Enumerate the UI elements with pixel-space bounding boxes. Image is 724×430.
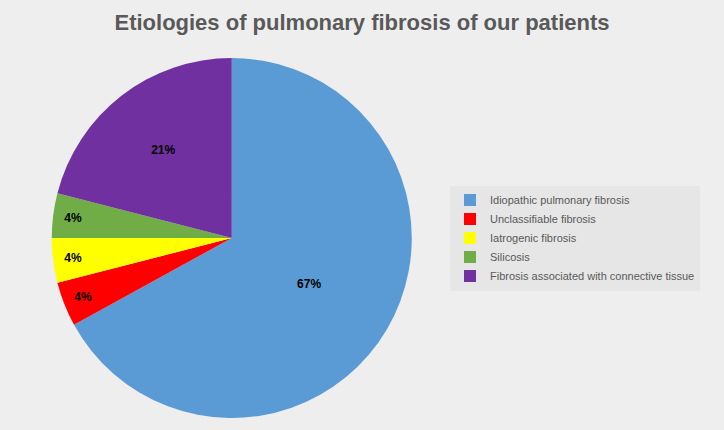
svg-text:67%: 67% (297, 277, 321, 291)
svg-text:4%: 4% (64, 211, 82, 225)
svg-text:Etiologies of pulmonary fibros: Etiologies of pulmonary fibrosis of our … (114, 10, 609, 35)
svg-text:4%: 4% (64, 251, 82, 265)
svg-text:Iatrogenic fibrosis: Iatrogenic fibrosis (490, 232, 577, 244)
svg-text:Idiopathic pulmonary fibrosis: Idiopathic pulmonary fibrosis (490, 194, 630, 206)
svg-text:4%: 4% (74, 290, 92, 304)
svg-text:Fibrosis associated with conne: Fibrosis associated with connective tiss… (490, 270, 694, 282)
svg-text:Silicosis: Silicosis (490, 251, 530, 263)
svg-text:21%: 21% (151, 143, 175, 157)
svg-text:Unclassifiable fibrosis: Unclassifiable fibrosis (490, 213, 596, 225)
